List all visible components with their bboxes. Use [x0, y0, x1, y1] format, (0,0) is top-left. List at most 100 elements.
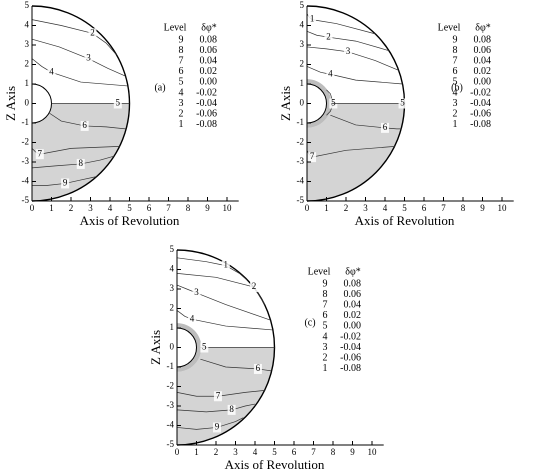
- legend-level: 9: [323, 278, 328, 289]
- contour-label: 1: [310, 14, 315, 24]
- x-tick-label: 10: [223, 203, 233, 213]
- contour-label-bg: [47, 67, 56, 78]
- legend-level: 9: [453, 34, 458, 45]
- legend-value: 0.04: [344, 299, 362, 310]
- y-tick-label: 0: [170, 342, 175, 352]
- legend-header: Level: [438, 22, 461, 33]
- legend-value: -0.04: [340, 342, 361, 353]
- legend-level: 3: [323, 342, 328, 353]
- legend-header: Level: [308, 266, 331, 277]
- contour-label: 7: [38, 148, 43, 158]
- contour-label-bg: [200, 342, 209, 353]
- contour-line: [306, 13, 376, 35]
- legend-value: -0.06: [196, 108, 217, 119]
- contour-label: 5: [331, 98, 336, 108]
- legend-value: 0.04: [474, 55, 492, 66]
- legend-level: 5: [179, 77, 184, 88]
- contour-label-bg: [188, 314, 197, 325]
- legend-level: 8: [323, 289, 328, 300]
- x-tick-label: 2: [344, 203, 349, 213]
- contour-label-bg: [212, 422, 221, 433]
- y-tick-label: 0: [300, 98, 305, 108]
- contour-line: [31, 58, 128, 87]
- x-tick-label: 3: [363, 203, 368, 213]
- x-axis-title: Axis of Revolution: [225, 457, 325, 470]
- y-tick-label: -4: [22, 176, 30, 186]
- contour-label-bg: [250, 282, 259, 293]
- y-tick-label: -1: [297, 117, 305, 127]
- legend-level: 1: [453, 119, 458, 130]
- x-tick-label: 10: [498, 203, 508, 213]
- x-tick-label: 0: [175, 447, 180, 457]
- legend-value: -0.02: [196, 87, 217, 98]
- contour-label: 3: [86, 53, 91, 63]
- legend-value: -0.04: [470, 98, 491, 109]
- legend-level: 7: [179, 55, 184, 66]
- contour-label-bg: [76, 158, 85, 169]
- y-tick-label: 3: [170, 283, 175, 293]
- y-tick-label: -5: [167, 439, 175, 449]
- x-tick-label: 6: [147, 203, 152, 213]
- legend-level: 6: [179, 66, 184, 77]
- contour-label-bg: [326, 69, 335, 80]
- legend-header: Level: [164, 22, 187, 33]
- x-tick-label: 7: [311, 447, 316, 457]
- legend-header: δφ*: [345, 266, 360, 277]
- contour-label: 3: [194, 287, 199, 297]
- x-tick-label: 6: [422, 203, 427, 213]
- y-tick-label: 0: [25, 98, 30, 108]
- y-tick-label: -3: [167, 400, 175, 410]
- y-axis-title: Z Axis: [278, 86, 293, 121]
- ring: [307, 79, 332, 128]
- x-tick-label: 9: [205, 203, 210, 213]
- contour-label: 9: [63, 178, 68, 188]
- legend-level: 8: [453, 45, 458, 56]
- contour-label: 5: [116, 98, 121, 108]
- inner-boundary: [176, 327, 197, 368]
- legend-level: 3: [179, 98, 184, 109]
- y-tick-label: -1: [167, 361, 175, 371]
- contour-label: 7: [216, 390, 221, 400]
- legend-level: 5: [453, 77, 458, 88]
- legend-value: 0.00: [344, 321, 362, 332]
- legend-value: 0.04: [200, 55, 218, 66]
- panel-label: (b): [451, 82, 463, 93]
- contour-label-bg: [381, 122, 389, 133]
- y-tick-label: -2: [22, 137, 30, 147]
- legend-value: 0.02: [344, 310, 362, 321]
- y-tick-label: 5: [25, 0, 30, 10]
- contour-label-bg: [80, 120, 89, 131]
- inner-boundary: [31, 83, 52, 124]
- contour-label-bg: [343, 46, 352, 57]
- legend-value: 0.06: [344, 289, 362, 300]
- legend-value: -0.08: [196, 119, 217, 130]
- legend-value: 0.02: [474, 66, 492, 77]
- x-tick-label: 7: [441, 203, 446, 213]
- legend-value: 0.08: [344, 278, 362, 289]
- y-tick-label: 4: [170, 264, 175, 274]
- legend-level: 6: [323, 310, 328, 321]
- x-tick-label: 5: [127, 203, 132, 213]
- contour-label-bg: [324, 32, 333, 43]
- legend-level: 7: [453, 55, 458, 66]
- x-tick-label: 2: [214, 447, 219, 457]
- contour-label: 3: [346, 46, 351, 56]
- legend-value: 0.02: [200, 66, 218, 77]
- legend-value: -0.06: [340, 352, 361, 363]
- contour-label: 4: [190, 313, 195, 323]
- legend-value: -0.02: [340, 331, 361, 342]
- legend-value: 0.08: [200, 34, 218, 45]
- y-tick-label: 4: [25, 20, 30, 30]
- contour-label-bg: [221, 260, 230, 271]
- contour-label: 2: [252, 281, 257, 291]
- contour-line: [306, 46, 399, 71]
- contour-label-bg: [113, 98, 122, 109]
- contour-label-bg: [35, 149, 44, 160]
- y-tick-label: -5: [22, 195, 30, 205]
- contour-label-bg: [227, 404, 236, 415]
- legend-value: 0.06: [474, 45, 492, 56]
